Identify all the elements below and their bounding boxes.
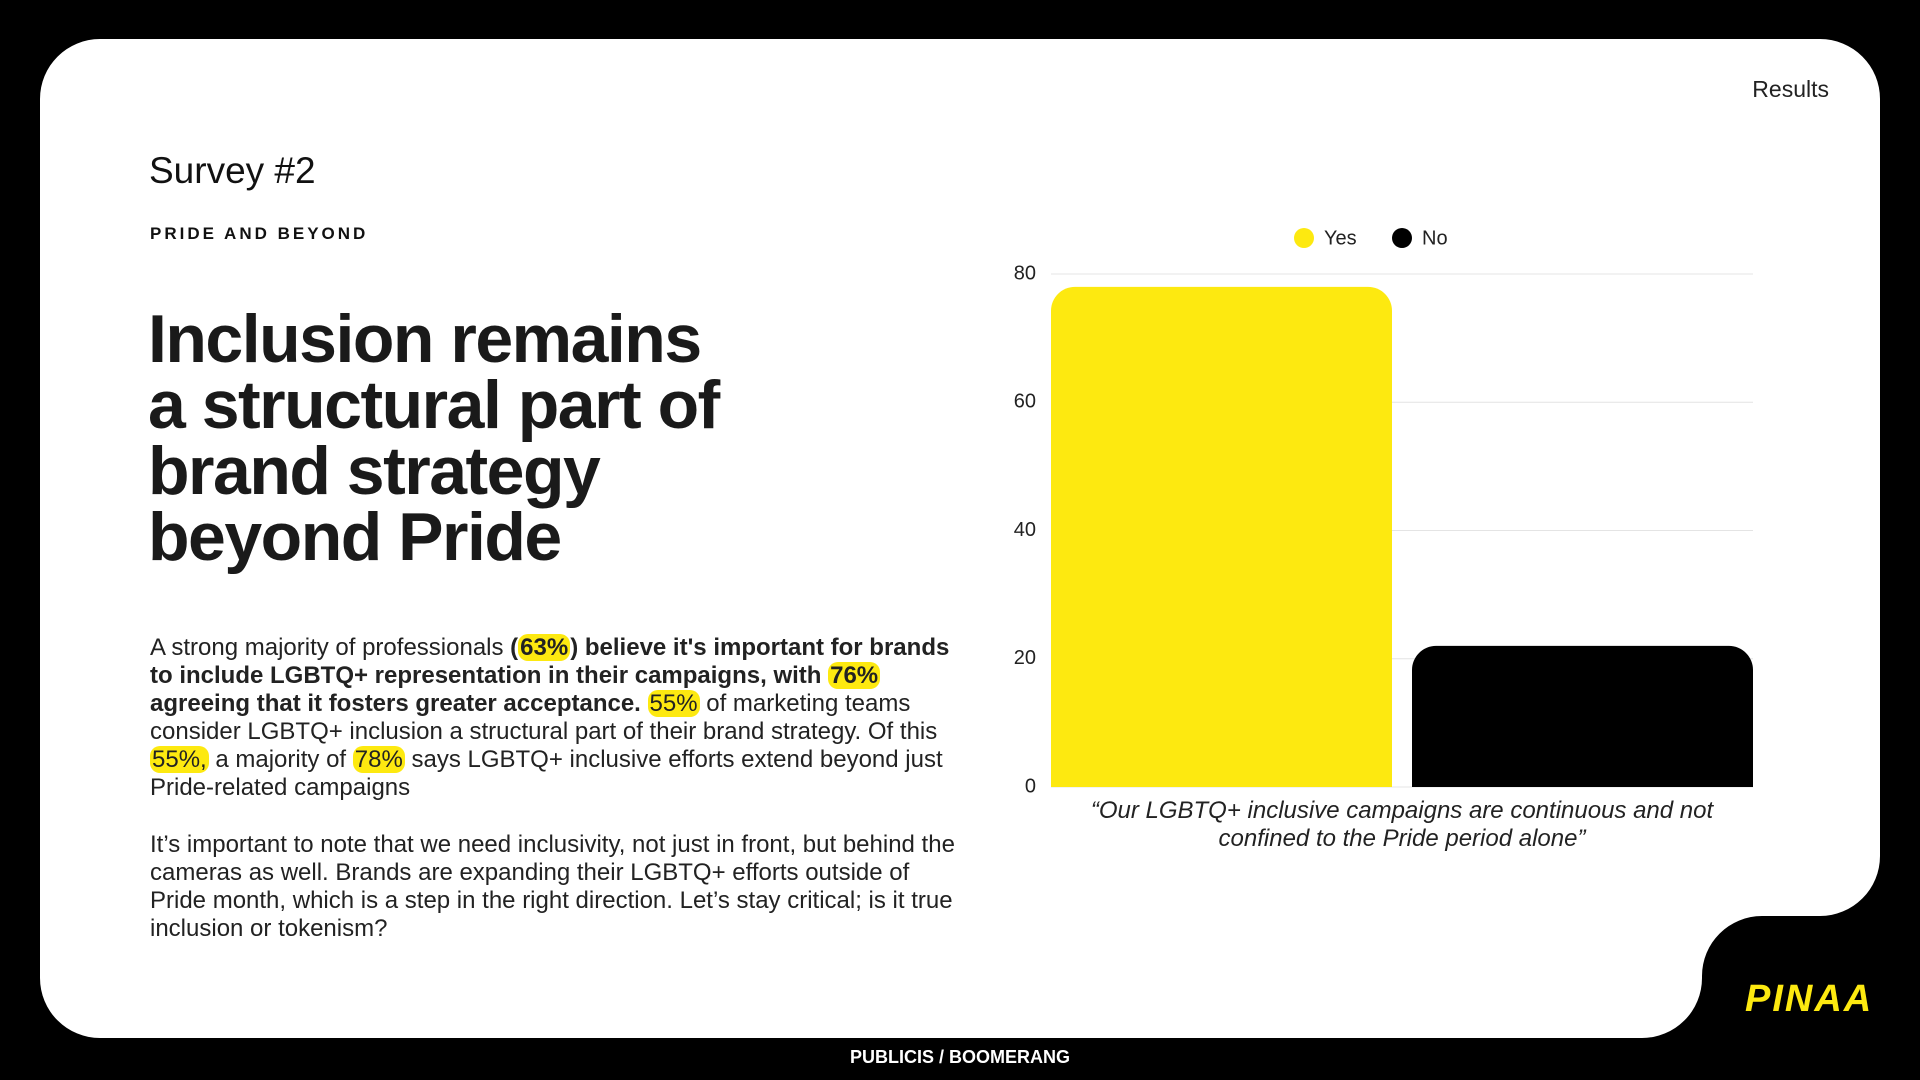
y-tick-label: 40 [1014, 519, 1036, 541]
bar [1412, 645, 1753, 787]
y-tick-label: 80 [1014, 262, 1036, 284]
slide-panel [40, 39, 1880, 1038]
legend-marker [1294, 228, 1314, 248]
highlight: 78% [352, 746, 405, 773]
logo: PINAA [1745, 978, 1874, 1020]
footer: PUBLICIS / BOOMERANG [849, 1047, 1070, 1067]
highlight: 55%, [150, 746, 209, 773]
headline: Inclusion remains a structural part of b… [148, 301, 720, 575]
survey-title: Survey #2 [149, 150, 316, 191]
headline-line: beyond Pride [148, 499, 562, 575]
text: of marketing teams consider LGBTQ+ inclu… [150, 690, 938, 745]
legend-label: Yes [1324, 227, 1357, 249]
highlight: 63% [518, 634, 571, 661]
bar [1051, 286, 1392, 787]
section-label: Results [1752, 76, 1829, 102]
y-tick-label: 20 [1014, 647, 1036, 669]
highlight: 76% [828, 662, 881, 689]
headline-line: a structural part of [148, 367, 720, 443]
highlight: 55% [647, 690, 700, 717]
text: says LGBTQ+ inclusive efforts extend bey… [150, 746, 943, 801]
y-tick-label: 0 [1025, 775, 1036, 797]
text: A strong majority of professionals [150, 634, 511, 661]
headline-line: brand strategy [148, 433, 601, 509]
text: ) believe it's important for brands to i… [150, 634, 950, 689]
paragraph: It’s important to note that we need incl… [150, 831, 955, 942]
kicker: PRIDE AND BEYOND [150, 224, 369, 243]
headline-line: Inclusion remains [148, 301, 702, 377]
text: a majority of [208, 746, 353, 773]
y-tick-label: 60 [1014, 391, 1036, 413]
text: agreeing that it fosters greater accepta… [150, 690, 641, 717]
legend-marker [1392, 228, 1412, 248]
paragraph: A strong majority of professionals (63%)… [150, 634, 970, 802]
chart-caption: “Our LGBTQ+ inclusive campaigns are cont… [1090, 797, 1714, 852]
legend-label: No [1422, 227, 1448, 249]
text: ( [510, 634, 519, 661]
